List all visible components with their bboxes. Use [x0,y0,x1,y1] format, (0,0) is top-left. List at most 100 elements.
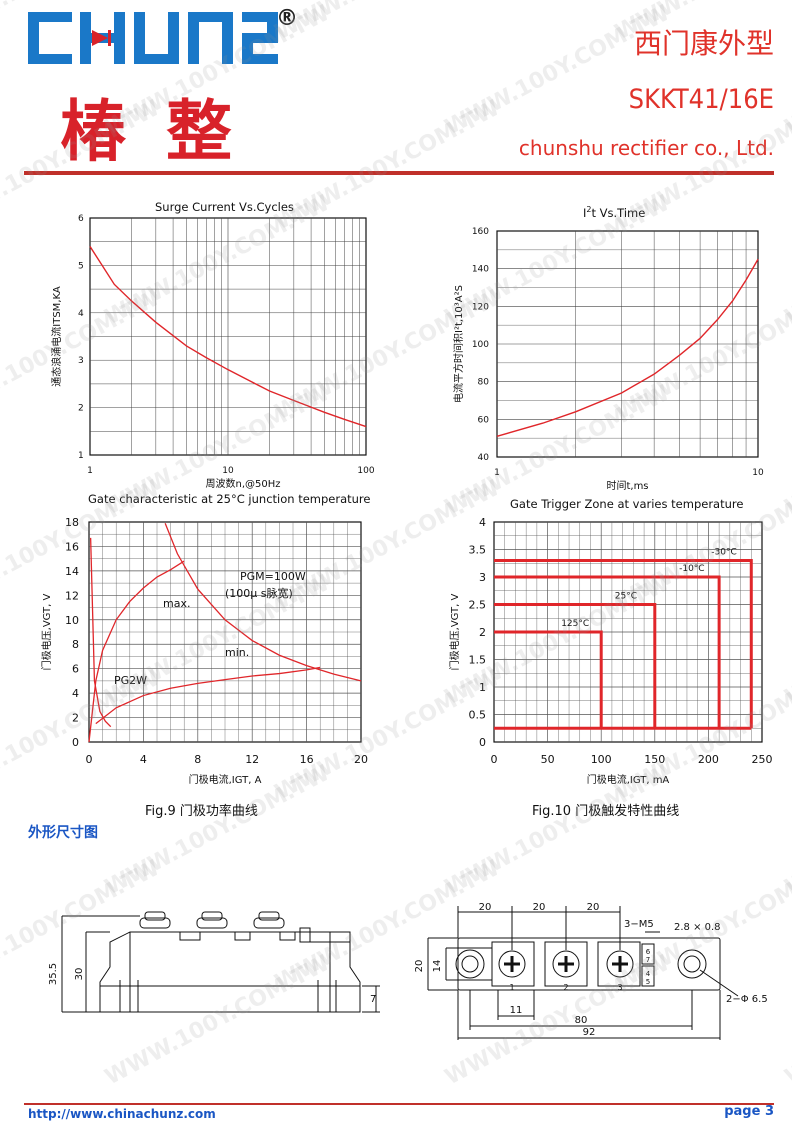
trigger-xtick-label: 250 [752,753,773,766]
trigger-zone-label: 125°C [561,619,589,629]
surge-ytick-label: 6 [78,214,84,224]
trigger-zone-3 [494,630,603,729]
header-package-type: 西门康外型 [633,27,774,60]
surge-xlabel: 周波数n,@50Hz [205,477,280,490]
i2t-xtick-label: 10 [752,468,764,478]
gate-ytick-label: 12 [65,589,79,602]
gate-xtick-label: 0 [86,753,93,766]
trigger-xtick-label: 200 [698,753,719,766]
trigger-xtick-label: 50 [541,753,555,766]
dimension-drawings: 35.5 30 7 20 20 20 3−M5 2.8 × 0.8 20 14 … [48,902,768,1040]
header-divider [24,171,774,175]
chunz-logo-graphic [28,12,278,64]
trigger-ytick-label: 2 [479,626,486,639]
brand-chinese-name: 椿整 [60,92,272,170]
trigger-zone-2 [494,603,657,729]
footer-website-link[interactable]: http://www.chinachunz.com [28,1107,216,1121]
i2t-ytick-label: 40 [478,453,490,463]
trigger-zone-label: -30°C [711,548,736,558]
trigger-zone-label: -10°C [679,564,704,574]
i2t-ytick-label: 100 [472,340,489,350]
surge-xtick-label: 10 [222,466,234,476]
aux-4: 4 [646,970,651,978]
trigger-ytick-label: 0 [479,736,486,749]
surge-ytick-label: 4 [78,309,84,319]
top-view-drawing [427,906,739,1040]
terminal-3: 3 [617,983,622,992]
registered-mark: ® [276,6,298,31]
gate-xlabel: 门极电流,IGT, A [189,773,262,786]
surge-ylabel: 通态浪涌电流ITSM,KA [50,286,63,387]
dimension-section-title: 外形尺寸图 [28,825,98,841]
i2t-xlabel: 时间t,ms [606,479,648,492]
trigger-ytick-label: 3.5 [469,544,487,557]
i2t-ytick-label: 140 [472,265,489,275]
dim-width-20: 20 [414,960,425,973]
surge-series-line [89,246,367,428]
gate-ytick-label: 2 [72,712,79,725]
trigger-ytick-label: 0.5 [469,709,487,722]
gate-ylabel: 门极电压,VGT, V [40,593,53,670]
trigger-ylabel: 门极电压,VGT, V [448,593,461,670]
gate-ytick-label: 14 [65,565,79,578]
gate-ytick-label: 6 [72,663,79,676]
trigger-xtick-label: 150 [644,753,665,766]
i2t-xtick-label: 1 [494,468,500,478]
figure-10-caption: Fig.10 门极触发特性曲线 [532,804,680,819]
trigger-xtick-label: 100 [591,753,612,766]
aux-6: 6 [646,948,651,956]
gate-xtick-label: 12 [245,753,259,766]
gate-annotation-pgm: PGM=100W [240,570,306,583]
dim-height-35-5: 35.5 [48,963,59,985]
dim-height-30: 30 [74,968,85,981]
trigger-xlabel: 门极电流,IGT, mA [587,773,670,786]
trigger-chart-title: Gate Trigger Zone at varies temperature [510,497,744,511]
dim-80: 80 [575,1015,588,1026]
side-view-drawing [61,911,380,1013]
i2t-ytick-label: 60 [478,415,490,425]
figure-9-caption: Fig.9 门极功率曲线 [145,804,258,819]
i2t-ylabel: 电流平方时间积I²t,10³A²S [452,285,465,403]
header-model-number: SKKT41/16E [628,84,774,115]
trigger-xtick-label: 0 [491,753,498,766]
gate-ytick-label: 16 [65,540,79,553]
gate-ytick-label: 18 [65,516,79,529]
trigger-ytick-label: 4 [479,516,486,529]
dim-pitch-1: 20 [479,902,492,913]
header-company-name: chunshu rectifier co., Ltd. [518,136,774,160]
dim-11: 11 [510,1005,523,1016]
surge-ytick-label: 1 [78,451,84,461]
surge-xtick-label: 1 [87,466,93,476]
aux-7: 7 [646,956,650,964]
surge-xtick-label: 100 [357,466,374,476]
dim-tab: 2.8 × 0.8 [674,922,721,933]
terminal-2: 2 [563,983,568,992]
logo [28,8,278,74]
gate-annotation-min: min. [225,646,249,659]
surge-ytick-label: 2 [78,404,84,414]
gate-series-line [95,666,321,725]
terminal-1: 1 [509,983,514,992]
dim-width-14: 14 [432,960,443,973]
trigger-ytick-label: 1.5 [469,654,487,667]
i2t-ytick-label: 120 [472,302,489,312]
gate-ytick-label: 0 [72,736,79,749]
i2t-chart-title: I2t Vs.Time [583,205,646,220]
dim-92: 92 [583,1027,596,1038]
gate-xtick-label: 20 [354,753,368,766]
trigger-zone-1 [494,575,721,729]
footer-divider [24,1103,774,1105]
dim-screw: 3−M5 [624,919,654,930]
gate-xtick-label: 4 [140,753,147,766]
aux-5: 5 [646,978,650,986]
trigger-ytick-label: 1 [479,681,486,694]
trigger-zone-label: 25°C [615,592,637,602]
gate-chart-title: Gate characteristic at 25°C junction tem… [88,492,371,506]
dim-pitch-2: 20 [533,902,546,913]
trigger-zone-0 [494,559,753,729]
footer-page-number: page 3 [724,1104,774,1119]
i2t-ytick-label: 160 [472,227,489,237]
dim-pitch-3: 20 [587,902,600,913]
surge-ytick-label: 5 [78,261,84,271]
